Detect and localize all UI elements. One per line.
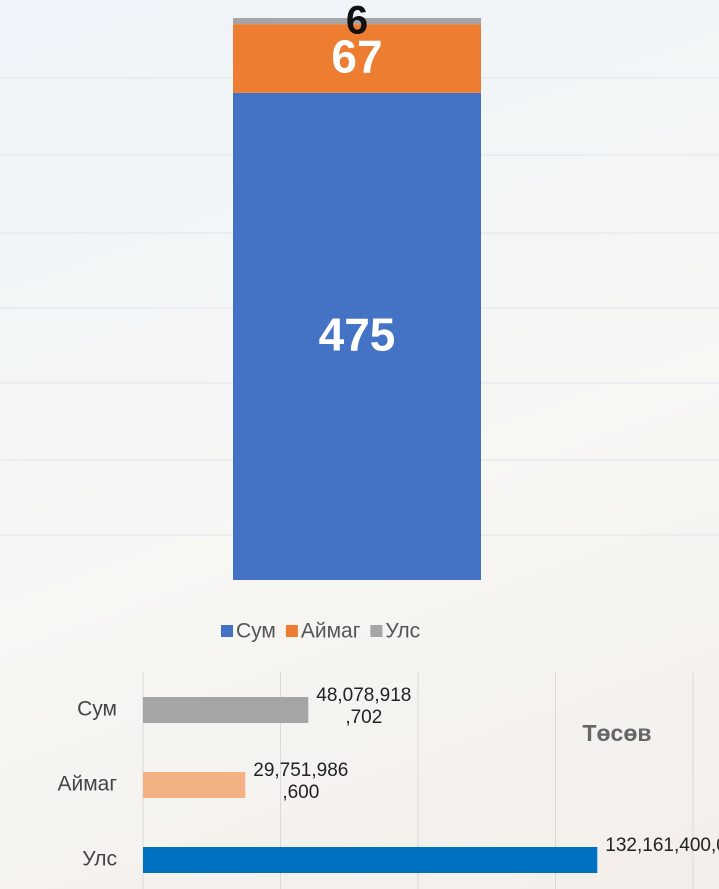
data-label: 132,161,400,000 bbox=[605, 835, 719, 856]
data-label: 67 bbox=[331, 31, 382, 83]
legend-label: Улс bbox=[385, 620, 420, 643]
data-label: 475 bbox=[319, 309, 396, 361]
chart-title: Төсөв bbox=[582, 720, 651, 746]
bar-segment bbox=[233, 92, 481, 580]
legend-label: Сум bbox=[236, 620, 276, 643]
legend-swatch bbox=[370, 625, 383, 637]
y-tick-label: Улс bbox=[82, 848, 117, 871]
legend-swatch bbox=[285, 625, 298, 637]
y-tick-label: Аймаг bbox=[57, 773, 117, 796]
bar-segment bbox=[233, 18, 481, 25]
legend-swatch bbox=[221, 625, 233, 637]
bar bbox=[143, 772, 246, 798]
bar bbox=[143, 697, 309, 723]
bar bbox=[143, 847, 598, 873]
data-label: 6 bbox=[346, 0, 368, 43]
bar-segment bbox=[233, 24, 481, 93]
data-label: 48,078,918 ,702 bbox=[316, 685, 412, 728]
y-tick-label: Сум bbox=[77, 698, 117, 721]
legend-label: Аймаг bbox=[301, 620, 361, 643]
data-label: 29,751,986 ,600 bbox=[253, 760, 349, 803]
